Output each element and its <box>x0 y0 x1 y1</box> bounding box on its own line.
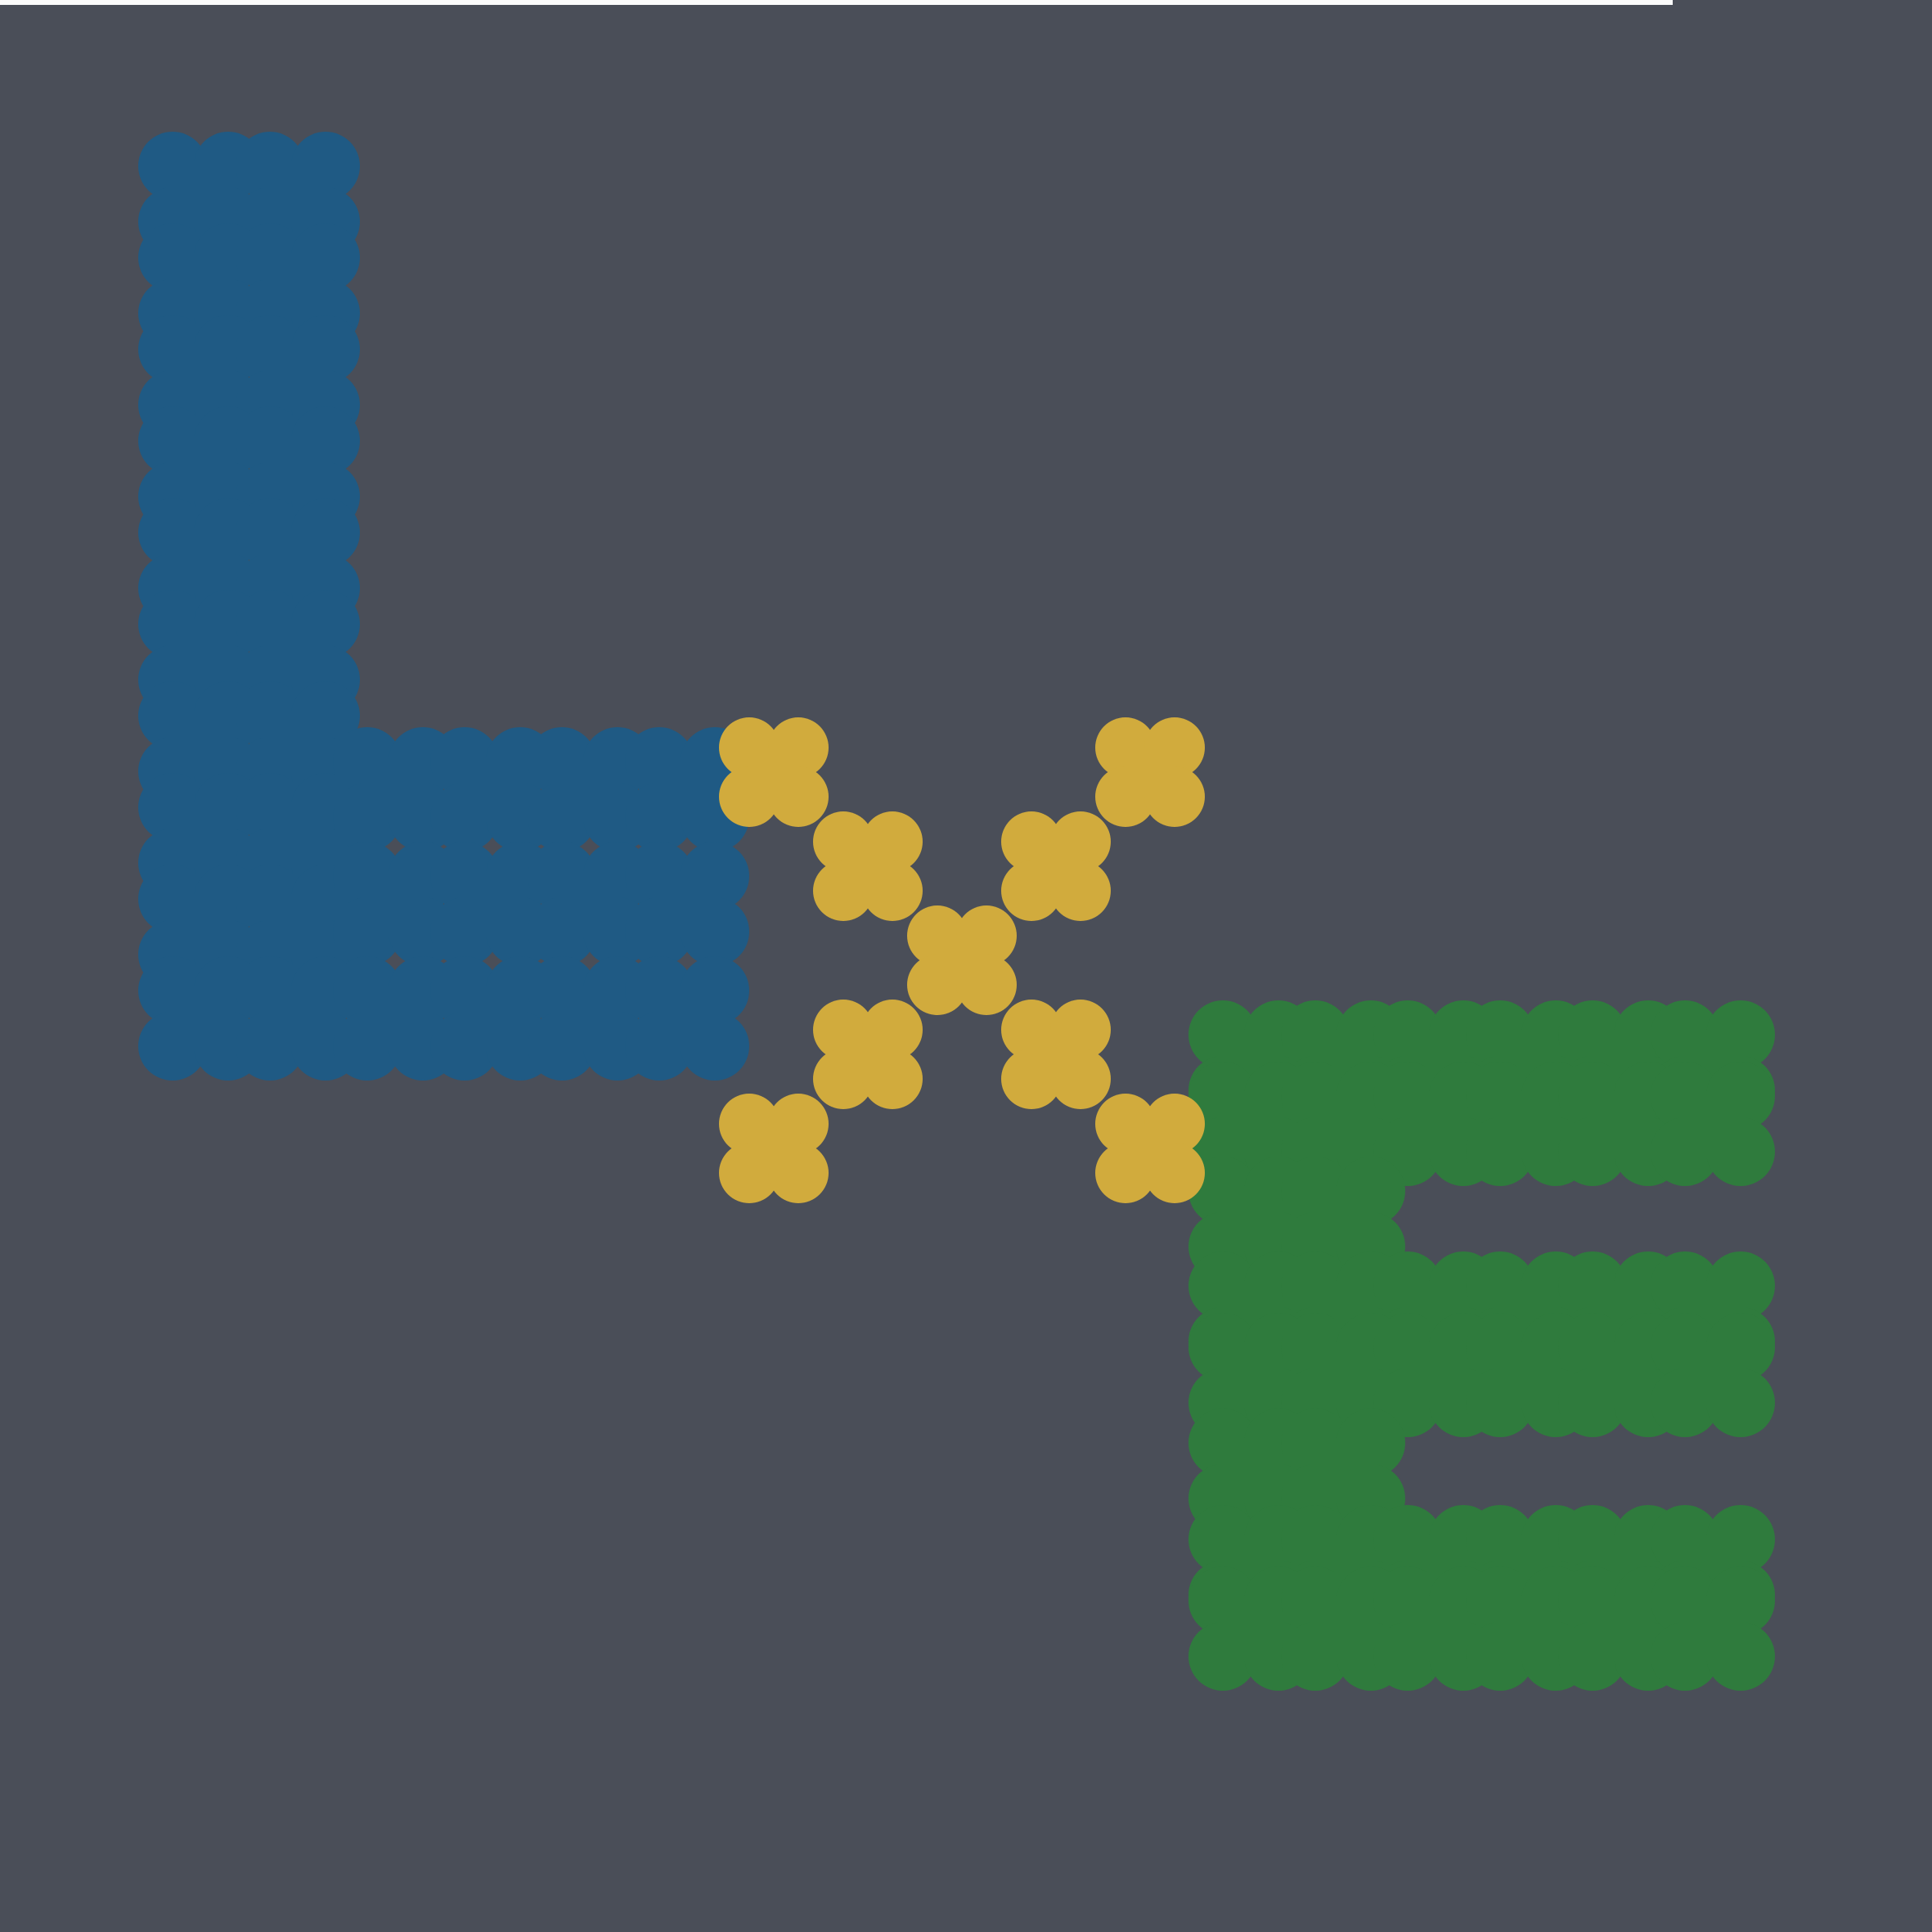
letter-x-shape <box>719 717 1205 1203</box>
letter-e-shape <box>1188 1000 1775 1691</box>
letter-l-shape <box>138 132 749 1081</box>
top-edge-strip <box>0 0 1673 5</box>
